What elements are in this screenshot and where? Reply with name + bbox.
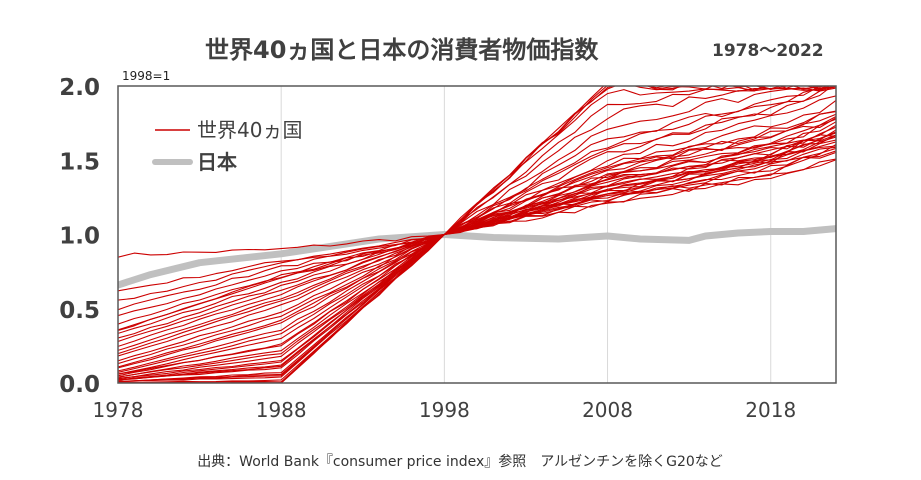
world-line-36: [118, 86, 836, 383]
world-line-3: [118, 159, 836, 301]
world-line-30: [118, 86, 836, 378]
chart-title-range: 1978～2022: [712, 41, 824, 61]
plot-frame: [117, 85, 837, 384]
x-tick-1988: 1988: [256, 398, 307, 422]
world-line-22: [118, 134, 836, 377]
source-note: 出典：World Bank『consumer price index』参照 アル…: [197, 453, 723, 470]
world-line-31: [118, 86, 831, 380]
world-line-39: [118, 117, 836, 332]
world-line-14: [118, 146, 836, 357]
legend: 世界40ヵ国 日本: [152, 118, 302, 174]
legend-label-japan: 日本: [197, 150, 237, 174]
world-line-26: [118, 113, 836, 381]
y-tick-0.0: 0.0: [59, 372, 100, 398]
world-line-32: [118, 86, 836, 381]
world-line-27: [118, 95, 836, 383]
index-note: 1998=1: [122, 69, 170, 83]
world-line-28: [118, 87, 836, 382]
world-line-24: [118, 121, 836, 379]
legend-label-world: 世界40ヵ国: [197, 118, 302, 142]
y-tick-1.0: 1.0: [59, 224, 100, 250]
x-tick-1998: 1998: [419, 398, 470, 422]
world-line-25: [118, 100, 836, 381]
x-tick-2018: 2018: [745, 398, 796, 422]
y-tick-0.5: 0.5: [59, 298, 100, 324]
japan-series: [118, 225, 836, 289]
japan-line: [118, 225, 836, 289]
y-tick-2.0: 2.0: [59, 75, 100, 101]
world-line-10: [118, 139, 836, 343]
chart-title: 世界40ヵ国と日本の消費者物価指数: [205, 36, 599, 64]
y-tick-1.5: 1.5: [59, 149, 100, 175]
world-line-20: [118, 129, 836, 373]
world-line-11: [118, 151, 836, 347]
x-axis-ticks: 1978 1988 1998 2008 2018: [93, 398, 797, 422]
y-axis-ticks: 0.0 0.5 1.0 1.5 2.0: [59, 75, 100, 398]
world-line-16: [118, 145, 836, 365]
world-series: [118, 86, 836, 383]
x-tick-1978: 1978: [93, 398, 144, 422]
world-line-37: [118, 86, 833, 381]
x-tick-2008: 2008: [582, 398, 633, 422]
